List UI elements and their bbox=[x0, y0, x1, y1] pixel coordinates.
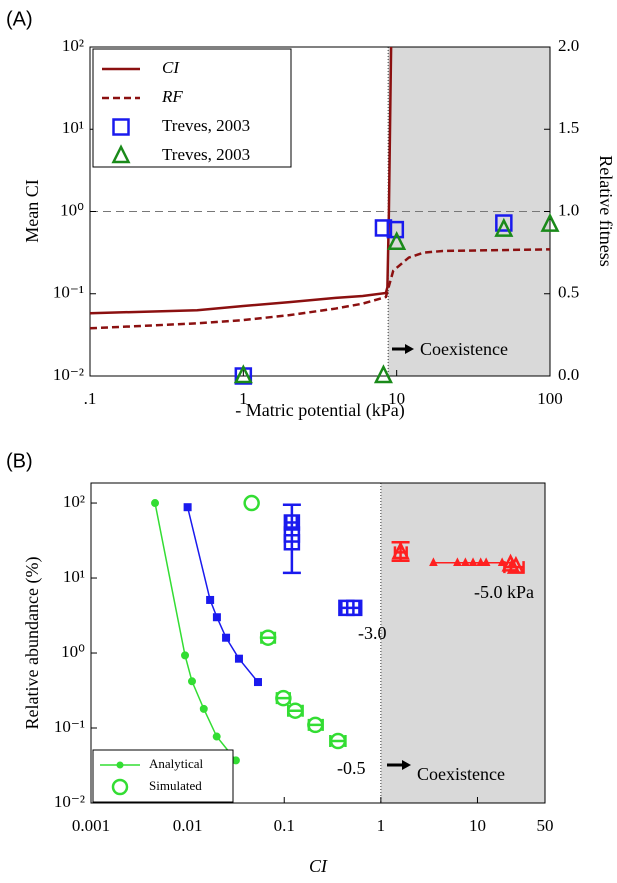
x-tick-label: 0.01 bbox=[173, 816, 203, 835]
circle-marker bbox=[212, 732, 221, 741]
circle-marker bbox=[307, 716, 324, 734]
triangle-marker bbox=[429, 557, 438, 567]
x-tick-label: 10 bbox=[469, 816, 486, 835]
square-marker bbox=[222, 633, 231, 642]
panel-label: (A) bbox=[6, 8, 33, 30]
triangle-marker bbox=[468, 557, 478, 567]
circle-marker bbox=[329, 732, 347, 750]
triangle-marker bbox=[481, 557, 491, 567]
square-marker bbox=[206, 595, 215, 604]
square-marker bbox=[345, 599, 363, 617]
y-tick-label: 10⁻¹ bbox=[53, 283, 84, 302]
x-tick-label: 0.001 bbox=[72, 816, 110, 835]
y-tick-label: 10⁰ bbox=[61, 642, 85, 661]
circle-marker bbox=[181, 651, 190, 660]
x-tick-label: 100 bbox=[537, 389, 563, 408]
x-tick-label: .1 bbox=[84, 389, 97, 408]
annotation: -0.5 bbox=[337, 758, 366, 778]
square-marker bbox=[234, 654, 243, 663]
square-marker bbox=[183, 503, 192, 512]
square-marker bbox=[253, 678, 262, 687]
legend-swatch bbox=[112, 118, 130, 136]
arrow-head bbox=[402, 760, 411, 770]
legend-swatch bbox=[111, 778, 129, 796]
triangle-marker bbox=[373, 364, 393, 384]
x-tick-label: 0.1 bbox=[274, 816, 295, 835]
triangle-marker bbox=[461, 557, 470, 567]
y-tick-label: 10² bbox=[63, 492, 85, 511]
series-line bbox=[89, 248, 551, 330]
triangle-marker bbox=[233, 364, 253, 384]
circle-marker bbox=[187, 677, 196, 686]
x-tick-label: 1 bbox=[377, 816, 386, 835]
circle-marker bbox=[286, 702, 304, 719]
x-tick-label: 1 bbox=[239, 389, 248, 408]
y2-tick-label: 0.5 bbox=[558, 283, 579, 302]
y2-tick-label: 1.0 bbox=[558, 200, 579, 219]
shaded-region bbox=[380, 483, 545, 803]
triangle-marker bbox=[391, 541, 410, 560]
y2-tick-label: 1.5 bbox=[558, 118, 579, 137]
y-tick-label: 10⁻² bbox=[54, 792, 85, 811]
y2-axis-label: Relative fitness bbox=[596, 155, 616, 266]
plot-frame bbox=[90, 482, 546, 804]
square-marker bbox=[374, 219, 393, 237]
y-tick-label: 10⁻² bbox=[53, 365, 84, 384]
square-marker bbox=[212, 613, 221, 622]
circle-marker bbox=[275, 689, 292, 707]
y-tick-label: 10¹ bbox=[63, 567, 85, 586]
circle-marker bbox=[243, 494, 260, 512]
y-axis-label: Mean CI bbox=[22, 179, 42, 242]
square-marker bbox=[283, 533, 301, 551]
circle-marker bbox=[199, 704, 208, 713]
legend-label: Treves, 2003 bbox=[162, 145, 250, 164]
y-error-bar bbox=[282, 503, 301, 575]
annotation: Coexistence bbox=[417, 764, 505, 784]
triangle-marker bbox=[494, 217, 514, 237]
series-line bbox=[186, 507, 259, 683]
legend-label: CI bbox=[162, 58, 180, 77]
annotation: -5.0 kPa bbox=[474, 582, 534, 602]
x-tick-label: 50 bbox=[537, 816, 554, 835]
triangle-marker bbox=[453, 557, 462, 567]
y-tick-label: 10⁰ bbox=[60, 200, 84, 219]
annotation: -3.0 bbox=[358, 623, 387, 643]
legend-label: Simulated bbox=[149, 778, 202, 793]
series-line bbox=[154, 502, 237, 761]
y2-tick-label: 0.0 bbox=[558, 365, 579, 384]
legend-label: RF bbox=[161, 87, 183, 106]
triangle-marker bbox=[506, 555, 525, 574]
triangle-marker bbox=[387, 230, 407, 251]
triangle-marker bbox=[540, 212, 560, 232]
legend-label: Analytical bbox=[149, 756, 204, 771]
y-tick-label: 10¹ bbox=[62, 118, 84, 137]
circle-marker bbox=[259, 629, 277, 646]
legend-label: Treves, 2003 bbox=[162, 116, 250, 135]
x-error-bar bbox=[340, 601, 361, 614]
triangle-marker bbox=[476, 557, 486, 567]
x-axis-label: CI bbox=[309, 856, 328, 876]
x-axis-label: - Matric potential (kPa) bbox=[235, 400, 404, 421]
annotation: Coexistence bbox=[420, 339, 508, 359]
legend-swatch bbox=[116, 761, 124, 769]
arrow-head bbox=[405, 344, 414, 354]
y2-tick-label: 2.0 bbox=[558, 36, 579, 55]
legend-swatch bbox=[111, 144, 131, 164]
y-axis-label: Relative abundance (%) bbox=[22, 557, 43, 730]
panel-label: (B) bbox=[6, 450, 33, 472]
square-marker bbox=[495, 214, 513, 232]
y-tick-label: 10⁻¹ bbox=[54, 717, 85, 736]
y-tick-label: 10² bbox=[62, 36, 84, 55]
circle-marker bbox=[151, 499, 160, 508]
x-tick-label: 10 bbox=[388, 389, 405, 408]
